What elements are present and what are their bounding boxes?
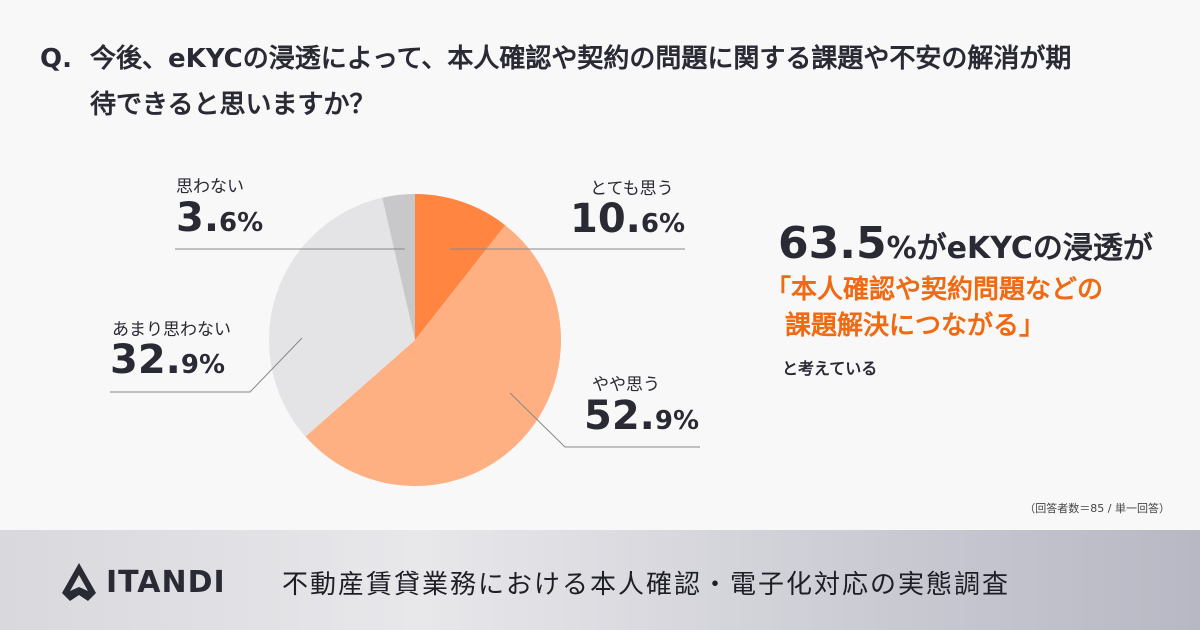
slice-value-1: 52.9%	[584, 393, 700, 439]
slice-value-2: 32.9%	[110, 337, 226, 383]
footer-banner: ITANDI 不動産賃貸業務における本人確認・電子化対応の実態調査	[0, 530, 1200, 630]
summary-headline: 63.5%がeKYCの浸透が	[778, 218, 1153, 269]
pie-slice-0	[415, 194, 506, 340]
slice-value-0: 10.6%	[570, 196, 686, 242]
leader-line-2	[110, 337, 303, 393]
summary-highlight: 「本人確認や契約問題などの 課題解決につながる」	[765, 275, 1104, 341]
slice-label-2: あまり思わない	[112, 320, 231, 340]
itandi-logo: ITANDI	[58, 561, 226, 603]
slice-value-3: 3.6%	[176, 195, 264, 241]
brand-name: ITANDI	[106, 564, 226, 600]
slice-label-0: とても思う	[590, 179, 674, 199]
question-label: Q.	[40, 44, 72, 74]
slice-label-1: やや思う	[592, 375, 660, 395]
question-text: 今後、eKYCの浸透によって、本人確認や契約の問題に関する課題や不安の解消が期待…	[90, 44, 1072, 120]
leader-line-1	[509, 392, 700, 448]
survey-title: 不動産賃貸業務における本人確認・電子化対応の実態調査	[282, 570, 1011, 600]
summary-tail: と考えている	[782, 359, 878, 378]
pie-slice-2	[268, 197, 415, 437]
question: Q. 今後、eKYCの浸透によって、本人確認や契約の問題に関する課題や不安の解消…	[40, 36, 1090, 128]
slice-label-3: 思わない	[176, 177, 244, 197]
respondent-note: （回答者数＝85 / 単一回答）	[1024, 502, 1170, 515]
pie-slice-3	[382, 194, 415, 340]
pie-slice-1	[305, 225, 562, 487]
pie-chart	[110, 194, 700, 487]
itandi-logo-icon	[62, 563, 96, 601]
